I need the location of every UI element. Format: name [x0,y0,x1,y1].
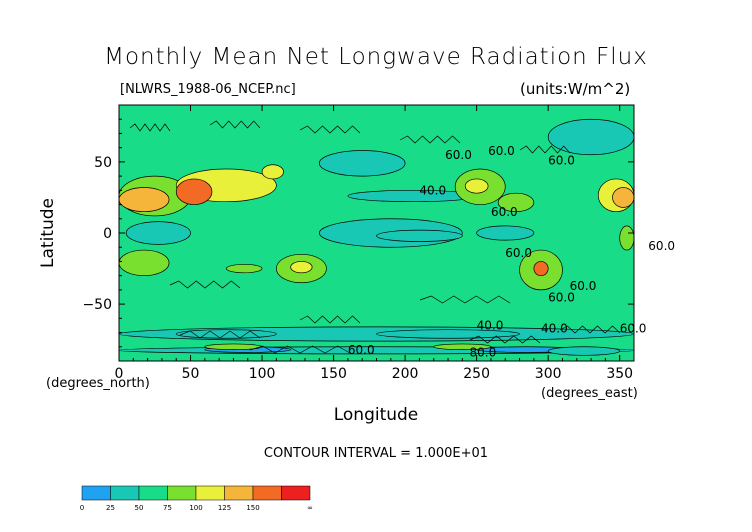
flux-region [464,178,489,194]
contour-label: 60.0 [348,343,375,357]
flux-region [376,229,463,242]
x-tick-label: 0 [115,366,124,382]
contour-label: 80.0 [469,346,496,360]
colorbar-swatch [110,485,140,501]
flux-region [476,225,535,241]
y-axis-unit: (degrees_north) [46,376,150,391]
contour-line [519,145,571,154]
x-tick-label: 300 [535,366,562,382]
contour-line [299,125,361,134]
contour-label: 60.0 [491,205,518,219]
colorbar-swatch [252,485,282,501]
x-tick-label: 50 [182,366,200,382]
x-tick-label: 350 [606,366,633,382]
units-label: (units:W/m^2) [520,80,631,98]
contour-line [559,325,621,334]
contour-line [249,345,351,354]
y-tick-label: −50 [82,297,112,313]
map-title: Monthly Mean Net Longwave Radiation Flux [104,44,648,70]
x-axis-label: Longitude [333,405,419,425]
flux-region [547,346,621,356]
contour-label: 40.0 [477,319,504,333]
colorbar-swatch [195,485,225,501]
contour-line [179,330,261,339]
flux-region [125,221,191,245]
contour-label: 60.0 [570,279,597,293]
flux-region [175,178,213,205]
contour-label: 40.0 [419,184,446,198]
colorbar-swatch [167,485,197,501]
colorbar-swatch [81,485,111,501]
contour-line [129,123,171,132]
x-tick-label: 250 [463,366,490,382]
flux-region [261,164,284,180]
contour-label: 60.0 [445,148,472,162]
contour-line [209,120,261,129]
flux-field [119,105,634,361]
contour-line [469,335,541,344]
flux-region [433,343,492,350]
flux-region [290,261,313,274]
contour-line [399,135,461,144]
x-axis-unit: (degrees_east) [541,386,638,401]
contour-label: 40.0 [541,322,568,336]
contour-label: 60.0 [620,322,647,336]
flux-region [619,225,634,251]
contour-label: 60.0 [548,290,575,304]
flux-region [612,187,634,208]
colorbar-label: 0 [80,504,84,512]
colorbar-label: ∞ [307,504,313,512]
colorbar-swatch [281,485,311,501]
flux-region [204,343,263,350]
contour-label: 60.0 [548,154,575,168]
contour-interval: CONTOUR INTERVAL = 1.000E+01 [263,446,489,461]
contour-line [419,295,511,304]
contour-line [299,315,361,324]
colorbar-label: 150 [246,504,259,512]
contour-line [169,280,241,289]
x-tick-label: 150 [320,366,347,382]
colorbar-label: 25 [106,504,115,512]
contour-label: 60.0 [648,239,675,253]
contour-label: 60.0 [488,144,515,158]
flux-region [225,263,263,274]
flux-region [533,261,549,277]
colorbar-swatch [138,485,168,501]
y-tick-label: 50 [94,155,112,171]
flux-region [119,187,170,213]
colorbar-label: 75 [163,504,172,512]
colorbar-label: 125 [218,504,231,512]
flux-region [376,329,520,339]
x-tick-label: 100 [249,366,276,382]
flux-region [497,192,535,213]
x-tick-label: 200 [392,366,419,382]
contour-label: 60.0 [505,246,532,260]
colorbar-label: 100 [189,504,202,512]
y-tick-label: 0 [103,226,112,242]
flux-region [318,150,406,177]
colorbar-label: 50 [135,504,144,512]
dataset-filename: [NLWRS_1988-06_NCEP.nc] [120,82,296,97]
flux-region [119,249,170,277]
colorbar-swatch [224,485,254,501]
